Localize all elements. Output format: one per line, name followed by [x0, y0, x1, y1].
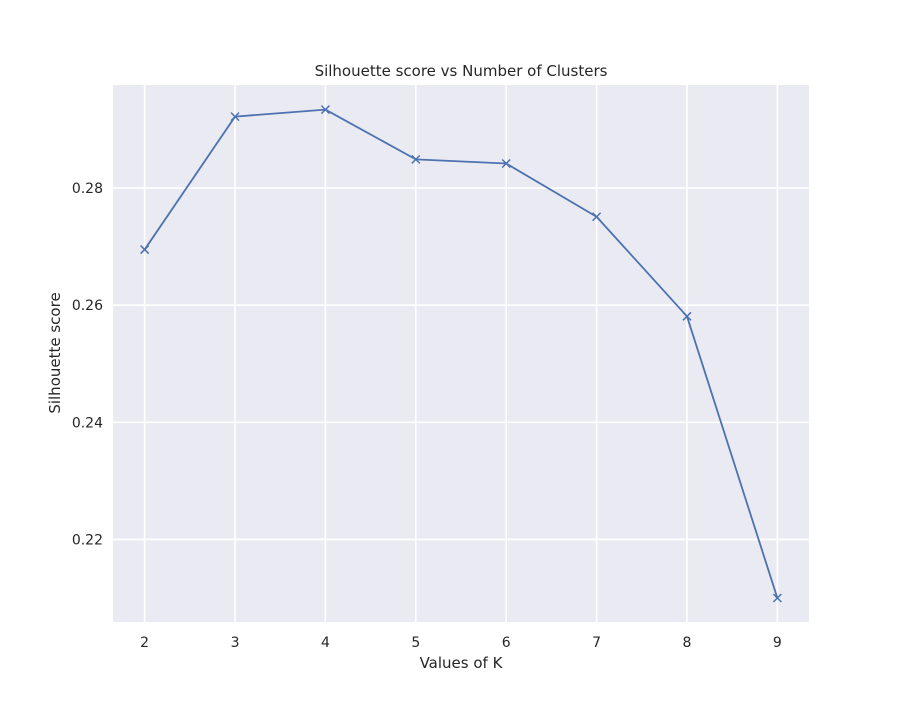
x-tick-label: 6	[502, 635, 511, 651]
y-axis-label: Silhouette score	[46, 292, 64, 413]
data-point-marker	[501, 158, 511, 169]
x-tick-label: 5	[411, 635, 420, 651]
x-axis-label: Values of K	[420, 654, 504, 672]
x-tick-label: 8	[683, 635, 692, 651]
x-tick-label: 4	[321, 635, 330, 651]
data-point-marker	[411, 154, 421, 164]
series-layer	[140, 105, 782, 603]
data-point-marker	[772, 593, 782, 603]
x-tick-label: 2	[140, 635, 149, 651]
y-tick-label: 0.28	[72, 181, 103, 197]
y-tick-label: 0.22	[72, 532, 103, 548]
x-tick-label: 9	[773, 635, 782, 651]
chart-title: Silhouette score vs Number of Clusters	[315, 62, 608, 80]
series-line	[143, 108, 779, 599]
x-tick-label: 7	[592, 635, 601, 651]
data-point-marker	[320, 105, 330, 115]
tick-labels: 2 3 4 5 6 7 8 9 0.22 0.24 0.26 0.28	[72, 181, 782, 651]
data-point-marker	[140, 245, 150, 255]
data-point-marker	[230, 112, 240, 122]
y-tick-label: 0.26	[72, 298, 103, 314]
grid-lines	[113, 85, 809, 622]
plot-area	[113, 85, 809, 622]
data-point-marker	[592, 212, 602, 222]
data-point-marker	[682, 311, 692, 321]
x-tick-label: 3	[231, 635, 240, 651]
y-tick-label: 0.24	[72, 415, 103, 431]
